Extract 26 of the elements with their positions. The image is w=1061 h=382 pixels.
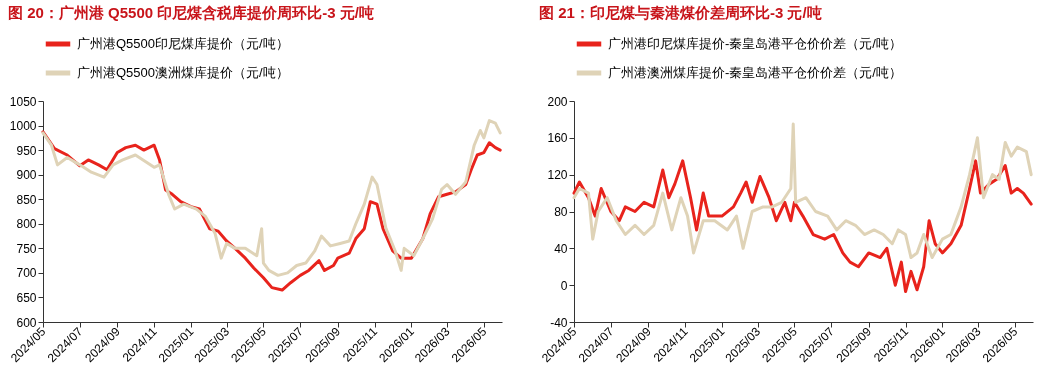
y-tick-label: 1050 xyxy=(9,94,37,109)
legend-label: 广州港澳洲煤库提价-秦皇岛港平仓价价差（元/吨） xyxy=(607,65,902,80)
chart-title: 图 21：印尼煤与秦港煤价差周环比-3 元/吨 xyxy=(538,4,822,21)
y-tick-label: 80 xyxy=(553,205,568,219)
y-tick-label: 800 xyxy=(16,217,37,232)
legend-label: 广州港Q5500澳洲煤库提价（元/吨） xyxy=(77,65,289,80)
y-tick-label: 160 xyxy=(546,131,568,146)
line-series xyxy=(41,119,502,277)
y-tick-label: 900 xyxy=(16,168,37,183)
y-tick-label: -40 xyxy=(549,315,568,330)
y-tick-label: 700 xyxy=(16,266,37,281)
y-tick-label: 650 xyxy=(16,290,37,305)
y-tick-label: 850 xyxy=(16,192,37,207)
y-tick-label: 200 xyxy=(546,94,568,109)
legend-label: 广州港印尼煤库提价-秦皇岛港平仓价价差（元/吨） xyxy=(607,36,902,51)
line-series xyxy=(572,122,1033,260)
legend-label: 广州港Q5500印尼煤库提价（元/吨） xyxy=(77,36,289,51)
line-series xyxy=(572,159,1033,294)
y-tick-label: 1000 xyxy=(9,119,37,134)
y-tick-label: 40 xyxy=(553,241,568,256)
y-tick-label: 950 xyxy=(16,143,37,158)
chart-title: 图 20：广州港 Q5500 印尼煤含税库提价周环比-3 元/吨 xyxy=(8,4,374,21)
y-tick-label: 0 xyxy=(560,278,568,293)
y-tick-label: 750 xyxy=(16,241,37,256)
y-tick-label: 600 xyxy=(16,315,37,330)
y-tick-label: 120 xyxy=(546,168,568,183)
